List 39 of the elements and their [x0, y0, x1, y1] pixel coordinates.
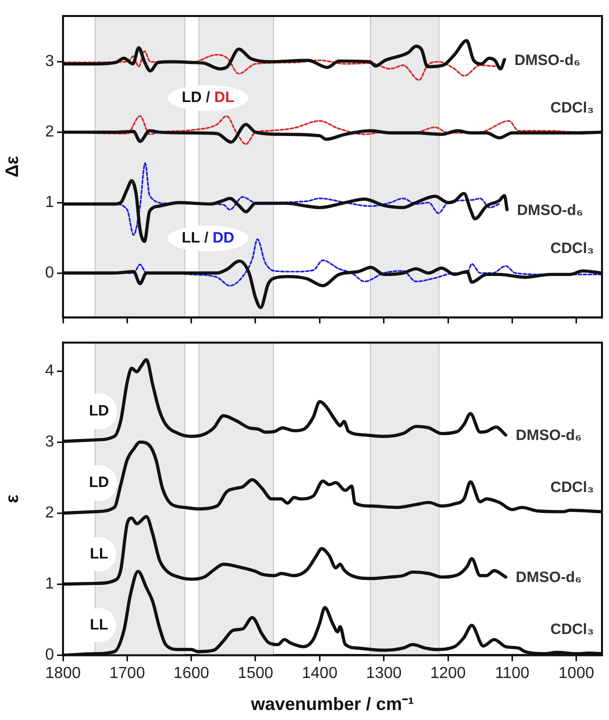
x-tick-label: 1200	[430, 665, 466, 682]
y-tick-label: 1	[45, 576, 54, 593]
x-tick-label: 1500	[238, 665, 274, 682]
y-tick-label: 2	[45, 504, 54, 522]
series-label: LL	[90, 616, 108, 634]
y-axis-title: ε	[2, 494, 22, 504]
x-axis-title: wavenumber / cm⁻¹	[250, 694, 414, 714]
x-tick-label: 1000	[558, 665, 594, 682]
annotation: CDCl₃	[550, 620, 594, 638]
series-label: DL	[214, 89, 234, 106]
series-label: LD	[89, 402, 110, 420]
annotation: DMSO-d₆	[514, 52, 580, 69]
annotation: /	[200, 230, 213, 247]
x-tick-label: 1600	[174, 665, 210, 682]
y-tick-label: 0	[45, 264, 54, 282]
annotation: DMSO-d₆	[517, 202, 584, 219]
x-tick-label: 1800	[45, 665, 81, 682]
y-tick-label: 2	[45, 124, 54, 141]
y-axis-title: Δε	[2, 156, 22, 178]
series-label: LD	[182, 89, 202, 106]
annotation: CDCl₃	[550, 99, 594, 116]
y-tick-label: 1	[45, 194, 54, 212]
annotation: CDCl₃	[550, 478, 594, 496]
series-label: LD	[89, 474, 110, 492]
y-tick-label: 0	[45, 646, 54, 664]
series-label: LL	[182, 230, 200, 247]
annotation: DMSO-d₆	[516, 427, 582, 444]
y-tick-label: 3	[45, 433, 54, 450]
annotation: DMSO-d₆	[516, 569, 582, 586]
x-tick-label: 1100	[494, 665, 530, 682]
annotation: CDCl₃	[550, 240, 594, 258]
y-tick-label: 3	[45, 53, 54, 70]
x-tick-label: 1300	[366, 665, 402, 682]
x-tick-label: 1400	[302, 665, 338, 682]
y-tick-label: 4	[45, 362, 54, 380]
annotation: /	[202, 89, 214, 106]
series-label: LL	[90, 545, 108, 562]
series-label: DD	[212, 230, 234, 247]
x-tick-label: 1700	[109, 665, 146, 682]
